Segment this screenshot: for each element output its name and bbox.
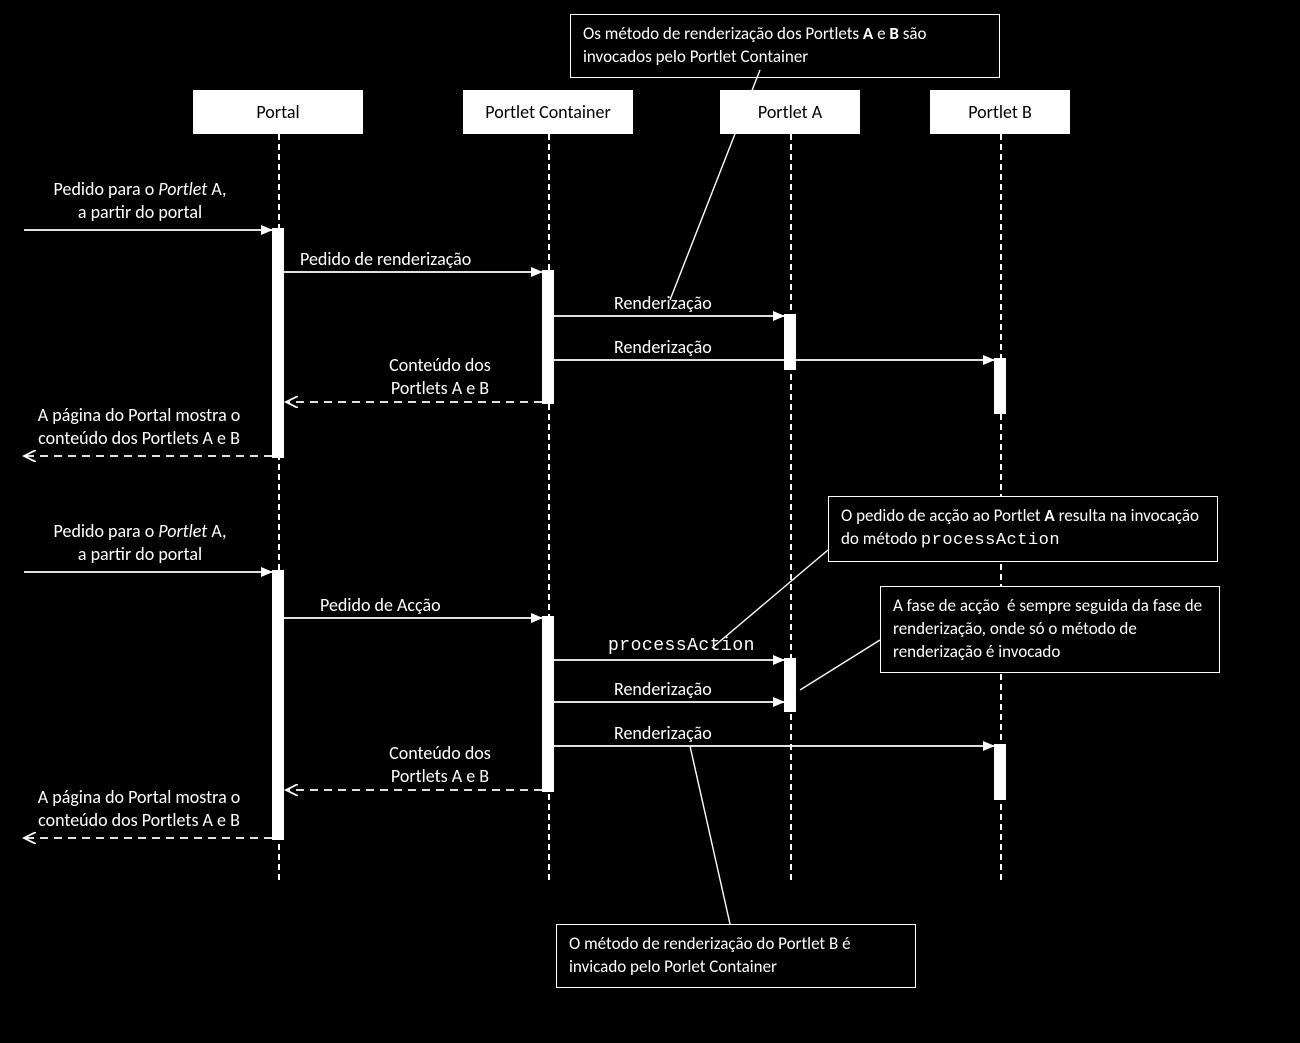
msg-label: Conteúdo dosPortlets A e B [340,742,540,789]
msg-label: Conteúdo dosPortlets A e B [340,354,540,401]
lifeline-head-portletA: Portlet A [720,90,860,134]
msg-label: A página do Portal mostra oconteúdo dos … [0,786,278,833]
activation [994,744,1006,800]
lifeline-head-portal: Portal [193,90,363,134]
note-box: O pedido de acção ao Portlet A resulta n… [828,496,1218,562]
label: Portlet A [758,101,822,123]
msg-label: Renderização [614,678,712,700]
msg-label: Pedido para o Portlet A,a partir do port… [10,178,270,225]
msg-label: Renderização [614,336,712,358]
note-box: Os método de renderização dos Portlets A… [570,14,1000,78]
activation [784,658,796,712]
note-box: O método de renderização do Portlet B é … [556,924,916,988]
msg-label: Renderização [614,292,712,314]
lifeline-head-portletB: Portlet B [930,90,1070,134]
msg-label: Pedido para o Portlet A,a partir do port… [10,520,270,567]
activation [542,616,554,792]
activation [994,358,1006,414]
label: Portal [256,101,299,123]
label: Portlet B [968,101,1032,123]
msg-label: processAction [608,636,755,656]
msg-label: Renderização [614,722,712,744]
note-box: A fase de acção é sempre seguida da fase… [880,586,1220,673]
lifeline-head-container: Portlet Container [463,90,633,134]
msg-label: Pedido de renderização [300,248,471,270]
activation [542,270,554,404]
lifeline-portletA [790,134,792,880]
label: Portlet Container [485,101,610,123]
msg-label: Pedido de Acção [320,594,441,616]
activation [784,314,796,370]
msg-label: A página do Portal mostra oconteúdo dos … [0,404,278,451]
